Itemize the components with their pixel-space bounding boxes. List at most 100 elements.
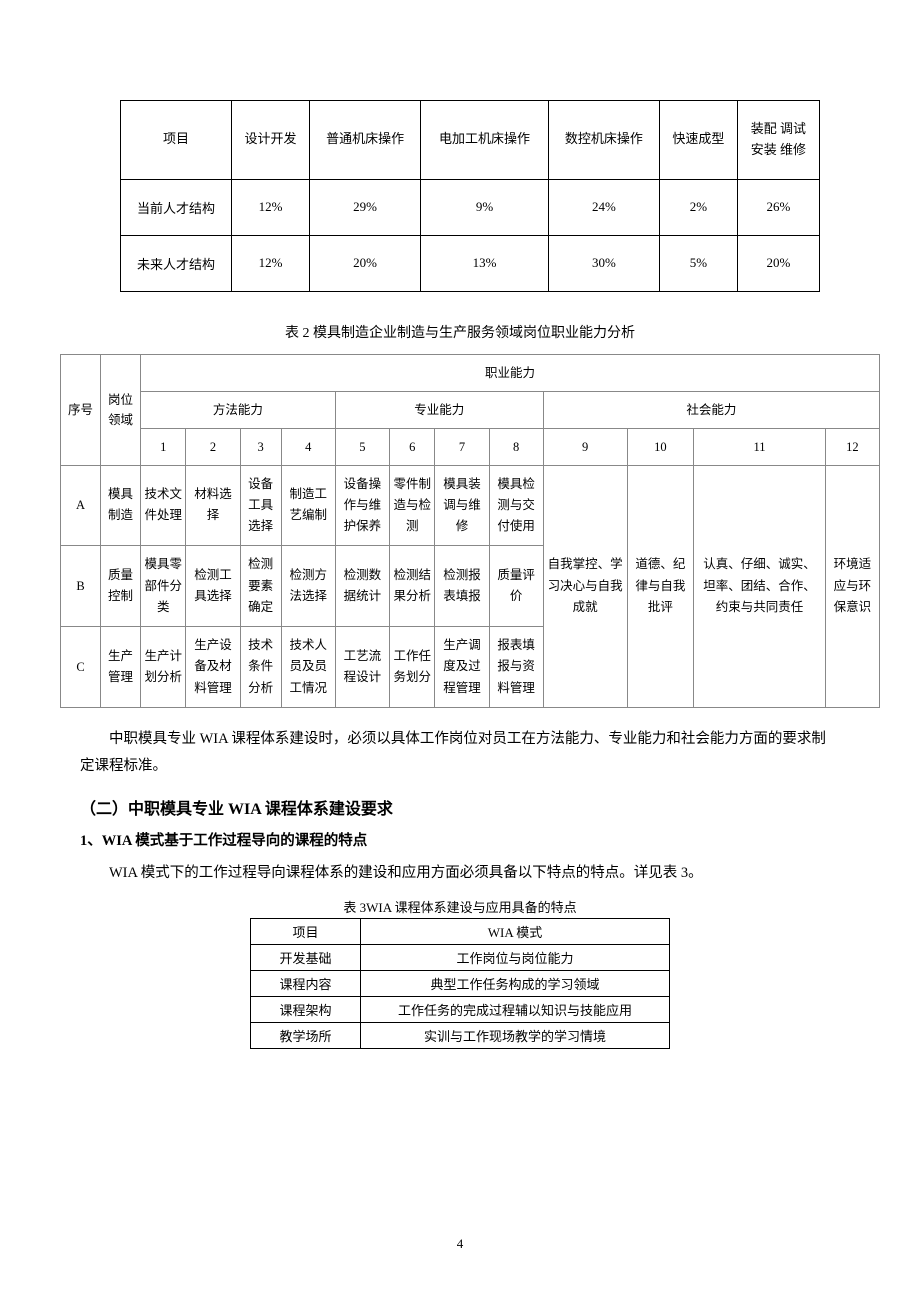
table-row: 序号 岗位领域 职业能力 <box>61 354 880 391</box>
table-row: 课程架构 工作任务的完成过程辅以知识与技能应用 <box>251 997 670 1023</box>
cell: 设备操作与维护保养 <box>335 465 389 546</box>
cell: 26% <box>737 179 819 235</box>
cell: 实训与工作现场教学的学习情境 <box>361 1023 670 1049</box>
table-row: A 模具制造 技术文件处理 材料选择 设备工具选择 制造工艺编制 设备操作与维护… <box>61 465 880 546</box>
paragraph: 中职模具专业 WIA 课程体系建设时，必须以具体工作岗位对员工在方法能力、专业能… <box>80 726 840 781</box>
cell: 电加工机床操作 <box>421 101 549 180</box>
cell: 岗位领域 <box>101 354 141 465</box>
cell: 模具零部件分类 <box>141 546 186 627</box>
cell: 方法能力 <box>141 391 336 428</box>
cell: 工作任务的完成过程辅以知识与技能应用 <box>361 997 670 1023</box>
cell: 普通机床操作 <box>310 101 421 180</box>
cell: 质量控制 <box>101 546 141 627</box>
cell: 1 <box>141 428 186 465</box>
cell: 快速成型 <box>659 101 737 180</box>
table-row: 课程内容 典型工作任务构成的学习领域 <box>251 971 670 997</box>
cell: B <box>61 546 101 627</box>
cell: 10 <box>627 428 694 465</box>
cell: 项目 <box>251 919 361 945</box>
table-row: 方法能力 专业能力 社会能力 <box>61 391 880 428</box>
heading-3: 1、WIA 模式基于工作过程导向的课程的特点 <box>80 829 840 850</box>
cell: 7 <box>435 428 489 465</box>
cell: 制造工艺编制 <box>281 465 335 546</box>
table-row: 未来人才结构 12% 20% 13% 30% 5% 20% <box>121 235 820 291</box>
cell: 2% <box>659 179 737 235</box>
cell: 生产管理 <box>101 627 141 708</box>
cell: 项目 <box>121 101 232 180</box>
cell: 2 <box>186 428 240 465</box>
cell: WIA 模式 <box>361 919 670 945</box>
cell: 序号 <box>61 354 101 465</box>
cell: 工作任务划分 <box>389 627 434 708</box>
cell: 12% <box>232 235 310 291</box>
cell: 模具装调与维修 <box>435 465 489 546</box>
heading-2: （二）中职模具专业 WIA 课程体系建设要求 <box>80 795 840 819</box>
cell: 技术条件分析 <box>240 627 281 708</box>
cell: 课程内容 <box>251 971 361 997</box>
cell: 未来人才结构 <box>121 235 232 291</box>
cell: 环境适应与环保意识 <box>825 465 879 707</box>
cell: 生产调度及过程管理 <box>435 627 489 708</box>
cell: 工艺流程设计 <box>335 627 389 708</box>
cell: 检测结果分析 <box>389 546 434 627</box>
cell: 典型工作任务构成的学习领域 <box>361 971 670 997</box>
cell: 生产计划分析 <box>141 627 186 708</box>
cell: 当前人才结构 <box>121 179 232 235</box>
cell: 装配 调试 安装 维修 <box>737 101 819 180</box>
cell: 零件制造与检测 <box>389 465 434 546</box>
table3-caption: 表 3WIA 课程体系建设与应用具备的特点 <box>60 897 860 916</box>
table-row: 1 2 3 4 5 6 7 8 9 10 11 12 <box>61 428 880 465</box>
cell: 教学场所 <box>251 1023 361 1049</box>
cell: 20% <box>737 235 819 291</box>
cell: 检测报表填报 <box>435 546 489 627</box>
cell: 自我掌控、学习决心与自我成就 <box>543 465 627 707</box>
cell: 专业能力 <box>335 391 543 428</box>
page-number: 4 <box>0 1236 920 1252</box>
cell: 12 <box>825 428 879 465</box>
cell: 生产设备及材料管理 <box>186 627 240 708</box>
cell: 检测数据统计 <box>335 546 389 627</box>
cell: 课程架构 <box>251 997 361 1023</box>
cell: 职业能力 <box>141 354 880 391</box>
cell: 检测方法选择 <box>281 546 335 627</box>
cell: 设计开发 <box>232 101 310 180</box>
cell: 社会能力 <box>543 391 879 428</box>
cell: 4 <box>281 428 335 465</box>
cell: 30% <box>548 235 659 291</box>
cell: 报表填报与资料管理 <box>489 627 543 708</box>
cell: 检测工具选择 <box>186 546 240 627</box>
cell: 8 <box>489 428 543 465</box>
cell: 模具检测与交付使用 <box>489 465 543 546</box>
cell: 认真、仔细、诚实、坦率、团结、合作、约束与共同责任 <box>694 465 826 707</box>
table-row: 当前人才结构 12% 29% 9% 24% 2% 26% <box>121 179 820 235</box>
table-row: 教学场所 实训与工作现场教学的学习情境 <box>251 1023 670 1049</box>
cell: 6 <box>389 428 434 465</box>
paragraph: WIA 模式下的工作过程导向课程体系的建设和应用方面必须具备以下特点的特点。详见… <box>80 860 840 888</box>
cell: 设备工具选择 <box>240 465 281 546</box>
cell: 5% <box>659 235 737 291</box>
table-competency-analysis: 序号 岗位领域 职业能力 方法能力 专业能力 社会能力 1 2 3 4 5 6 … <box>60 354 880 708</box>
cell: 24% <box>548 179 659 235</box>
cell: 3 <box>240 428 281 465</box>
cell: 20% <box>310 235 421 291</box>
cell: 12% <box>232 179 310 235</box>
table-row: 项目 设计开发 普通机床操作 电加工机床操作 数控机床操作 快速成型 装配 调试… <box>121 101 820 180</box>
cell: 工作岗位与岗位能力 <box>361 945 670 971</box>
cell: 技术文件处理 <box>141 465 186 546</box>
cell: 质量评价 <box>489 546 543 627</box>
table2-caption: 表 2 模具制造企业制造与生产服务领域岗位职业能力分析 <box>60 322 860 342</box>
cell: 开发基础 <box>251 945 361 971</box>
cell: 材料选择 <box>186 465 240 546</box>
cell: 13% <box>421 235 549 291</box>
document-page: 项目 设计开发 普通机床操作 电加工机床操作 数控机床操作 快速成型 装配 调试… <box>0 0 920 1302</box>
cell: 道德、纪律与自我批评 <box>627 465 694 707</box>
cell: A <box>61 465 101 546</box>
cell: C <box>61 627 101 708</box>
table-talent-structure: 项目 设计开发 普通机床操作 电加工机床操作 数控机床操作 快速成型 装配 调试… <box>120 100 820 292</box>
cell: 模具制造 <box>101 465 141 546</box>
table-row: 项目 WIA 模式 <box>251 919 670 945</box>
cell: 11 <box>694 428 826 465</box>
table-row: 开发基础 工作岗位与岗位能力 <box>251 945 670 971</box>
table-wia-features: 项目 WIA 模式 开发基础 工作岗位与岗位能力 课程内容 典型工作任务构成的学… <box>250 918 670 1049</box>
cell: 9 <box>543 428 627 465</box>
